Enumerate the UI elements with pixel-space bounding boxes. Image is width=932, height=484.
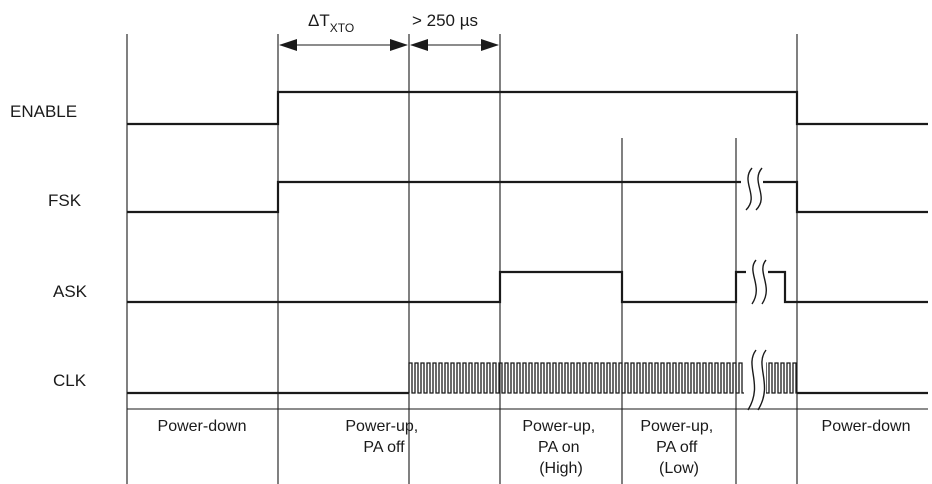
phase-power-up-pa-on-high-line-2: PA on: [538, 439, 580, 456]
enable-waveform: [127, 90, 928, 126]
signal-label-clk: CLK: [53, 371, 87, 390]
timing-annotations: ΔTXTO > 250 µs: [279, 11, 499, 51]
signal-label-fsk: FSK: [48, 191, 82, 210]
fsk-waveform: [127, 180, 928, 214]
clk-waveform: [408, 362, 797, 394]
phase-labels: Power-down Power-up, PA off Power-up, PA…: [158, 418, 911, 477]
signal-label-enable: ENABLE: [10, 102, 77, 121]
phase-power-up-pa-on-high-line-1: Power-up,: [522, 418, 595, 435]
phase-power-up-pa-off-low-line-1: Power-up,: [640, 418, 713, 435]
t-xto-subscript: XTO: [330, 21, 354, 35]
break-symbol-fsk: [741, 166, 763, 230]
phase-power-up-pa-on-high: Power-up, PA on (High): [522, 418, 599, 477]
t-xto-arrowhead-left: [279, 39, 297, 51]
phase-power-up-pa-off-line-1: Power-up,: [345, 418, 418, 435]
t-250-label: > 250 µs: [412, 11, 478, 30]
phase-power-up-pa-off-low: Power-up, PA off (Low): [640, 418, 717, 477]
t-250-arrowhead-right: [481, 39, 499, 51]
t-250-arrowhead-left: [410, 39, 428, 51]
signal-label-ask: ASK: [53, 282, 88, 301]
break-symbols: [741, 166, 768, 412]
break-symbol-ask: [746, 259, 768, 312]
signal-labels: ENABLE FSK ASK CLK: [10, 102, 88, 390]
t-xto-symbol: ΔT: [308, 11, 330, 30]
phase-power-down-1-line-1: Power-down: [158, 418, 247, 435]
phase-power-up-pa-off-low-line-2: PA off: [656, 439, 698, 456]
phase-power-down-1: Power-down: [158, 418, 247, 435]
break-symbol-clk: [744, 349, 767, 412]
time-markers: [126, 34, 798, 484]
phase-power-up-pa-off: Power-up, PA off: [345, 418, 422, 456]
ask-waveform: [127, 270, 928, 304]
phase-power-down-2-line-1: Power-down: [822, 418, 911, 435]
phase-power-up-pa-off-line-2: PA off: [363, 439, 405, 456]
t-xto-label: ΔTXTO: [308, 11, 354, 35]
phase-power-up-pa-off-low-line-3: (Low): [659, 460, 699, 477]
phase-power-up-pa-on-high-line-3: (High): [539, 460, 583, 477]
phase-power-down-2: Power-down: [822, 418, 911, 435]
t-xto-arrowhead-right: [390, 39, 408, 51]
waveforms: [127, 90, 928, 395]
